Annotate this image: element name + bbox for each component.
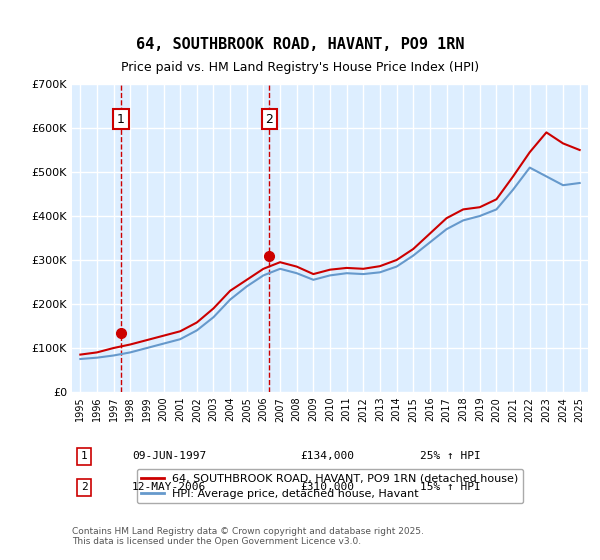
Text: 09-JUN-1997: 09-JUN-1997: [132, 451, 206, 461]
Text: 2: 2: [80, 482, 88, 492]
Text: 2: 2: [265, 113, 274, 125]
Text: 1: 1: [80, 451, 88, 461]
Text: 25% ↑ HPI: 25% ↑ HPI: [420, 451, 481, 461]
Text: £134,000: £134,000: [300, 451, 354, 461]
Text: £310,000: £310,000: [300, 482, 354, 492]
Text: 1: 1: [117, 113, 125, 125]
Legend: 64, SOUTHBROOK ROAD, HAVANT, PO9 1RN (detached house), HPI: Average price, detac: 64, SOUTHBROOK ROAD, HAVANT, PO9 1RN (de…: [137, 469, 523, 503]
Text: 15% ↑ HPI: 15% ↑ HPI: [420, 482, 481, 492]
Text: 64, SOUTHBROOK ROAD, HAVANT, PO9 1RN: 64, SOUTHBROOK ROAD, HAVANT, PO9 1RN: [136, 38, 464, 52]
Text: 12-MAY-2006: 12-MAY-2006: [132, 482, 206, 492]
Text: Contains HM Land Registry data © Crown copyright and database right 2025.
This d: Contains HM Land Registry data © Crown c…: [72, 526, 424, 546]
Text: Price paid vs. HM Land Registry's House Price Index (HPI): Price paid vs. HM Land Registry's House …: [121, 60, 479, 74]
